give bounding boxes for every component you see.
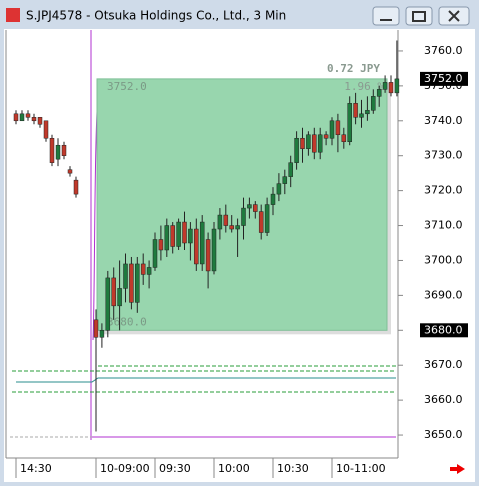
candle-body [241,207,246,226]
candle-body [152,239,158,268]
measure-box [96,78,388,331]
close-glyph [448,10,460,22]
candle-body [111,277,116,307]
candle-body [294,137,299,163]
candle-body [13,113,19,122]
candle-body [371,96,376,111]
candle-body [282,176,288,184]
measure-percent: 1.96 % [344,80,384,93]
measure-price-box [420,323,468,338]
candle-body [37,117,43,125]
candle-body [135,263,140,303]
candle-body [49,137,55,163]
x-tick-label: 10:30 [277,462,309,475]
y-tick-label: 3760.0 [424,44,463,57]
candle-body [194,228,199,265]
maximize-button[interactable] [405,6,433,26]
candle-body [55,144,61,160]
y-tick-label: 3730.0 [424,149,463,162]
x-tick-label: 09:30 [159,462,191,475]
y-tick-label: 3670.0 [424,358,463,371]
last-price-label: 3752.0 [424,72,463,85]
candle-body [217,214,223,230]
candle-body [264,204,270,233]
candle-body [158,239,164,251]
candle-body [117,288,122,307]
candle-body [129,263,134,303]
y-tick-label: 3740.0 [424,114,463,127]
measure-change: 0.72 JPY [327,62,380,75]
candle-body [323,134,329,139]
candle-body [176,221,181,247]
candle-body [253,204,258,212]
window-title: S.JPJ4578 - Otsuka Holdings Co., Ltd., 3… [26,9,286,23]
candle-body [140,263,146,275]
y-tick-label: 3650.0 [424,428,463,441]
last-price-box [420,71,468,86]
candle-body [73,179,79,195]
candle-body [288,162,293,177]
y-tick-label: 3720.0 [424,184,463,197]
candle-body [312,134,317,153]
candle-body [25,113,31,118]
maximize-glyph [412,11,426,22]
candle-body [382,82,388,90]
measure-to-label: 3752.0 [107,80,147,93]
candle-body [306,134,311,149]
app-icon [6,8,20,22]
candle-body [61,144,67,156]
candle-body [247,204,252,209]
y-tick-label: 3710.0 [424,219,463,232]
candle-body [205,239,211,272]
candle-body [67,169,73,174]
candle-body [170,225,175,247]
measure-from-label: 3680.0 [107,315,147,328]
candle-body [258,211,264,233]
candle-body [359,113,364,118]
candle-body [365,110,370,115]
candle-body [105,277,111,331]
candle-body [329,120,335,139]
x-tick-label: 10:00 [218,462,250,475]
candle-body [353,103,358,118]
y-tick-label: 3690.0 [424,288,463,301]
x-tick-label: 14:30 [20,462,52,475]
candle-body [300,137,305,149]
candle-body [43,120,49,139]
candle-body [235,225,240,230]
candle-body [31,117,37,122]
candle-body [99,330,105,338]
candle-body [388,82,394,94]
candle-body [223,214,229,226]
candle-body [123,263,128,289]
candle-body [341,134,347,142]
candle-body [211,228,217,272]
scroll-arrow[interactable] [450,464,465,474]
x-tick-label: 10-09:00 [100,462,150,475]
candle-body [164,225,170,251]
measure-price-label: 3680.0 [424,323,463,336]
candle-body [335,120,341,136]
y-tick-label: 3660.0 [424,393,463,406]
minimize-button[interactable] [372,6,400,26]
candle-body [317,134,323,153]
x-tick-label: 10-11:00 [336,462,386,475]
candle-body [270,193,276,205]
candle-body [182,221,187,244]
candle-body [93,319,99,338]
candle-body [347,103,352,142]
candle-body [394,78,400,94]
candle-body [376,89,382,97]
candle-body [188,228,193,244]
band-line [16,377,396,383]
y-tick-label: 3700.0 [424,253,463,266]
candle-body [199,221,205,265]
candle-body [146,267,152,275]
candle-body [229,225,234,230]
candle-body [276,183,282,195]
candle-body [19,113,25,122]
